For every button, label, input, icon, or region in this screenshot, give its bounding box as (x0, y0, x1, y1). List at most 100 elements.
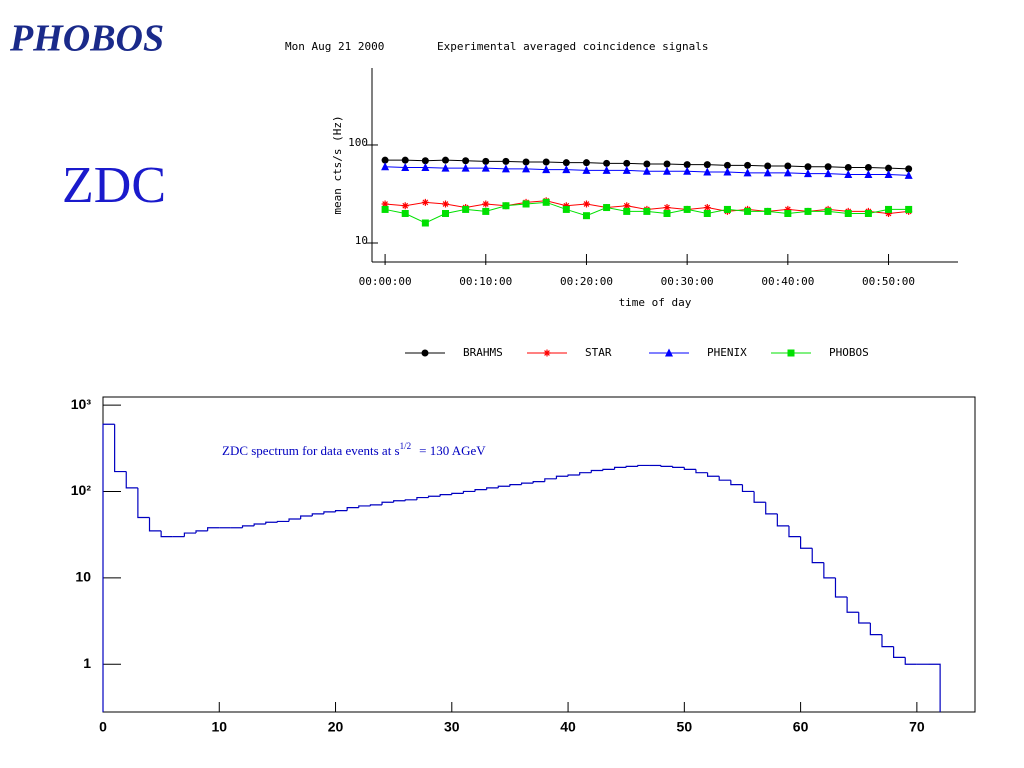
marker (905, 165, 913, 173)
marker (421, 219, 429, 227)
marker (763, 168, 772, 177)
marker (784, 209, 792, 217)
marker (582, 200, 590, 208)
histogram-bin (300, 515, 313, 519)
x-tick-label: 00:40:00 (761, 275, 814, 288)
histogram-bin (276, 520, 290, 523)
histogram-bin (358, 505, 371, 508)
marker (482, 157, 490, 165)
histogram-bin (602, 468, 615, 471)
y-axis-label: mean cts/s (Hz) (331, 115, 344, 214)
marker (824, 207, 832, 215)
marker (522, 200, 530, 208)
marker (582, 159, 590, 167)
histogram-bin (323, 511, 336, 514)
histogram-bin (928, 663, 941, 712)
marker (683, 166, 692, 175)
marker (421, 157, 429, 165)
marker (864, 209, 872, 217)
histogram-bin (427, 495, 441, 498)
marker (804, 163, 812, 171)
y-tick-label: 100 (348, 136, 368, 149)
histogram-bin (125, 471, 138, 489)
marker (723, 161, 731, 169)
marker (421, 162, 430, 171)
marker (481, 163, 490, 172)
marker (743, 168, 752, 177)
marker (663, 166, 672, 175)
heading: ZDC (62, 157, 166, 214)
histogram-bin (683, 467, 696, 471)
marker (623, 207, 631, 215)
marker (885, 209, 893, 217)
y-tick-label: 1 (83, 655, 91, 671)
marker (562, 205, 570, 213)
histogram-bin (241, 525, 255, 528)
marker (603, 159, 611, 167)
marker (703, 209, 711, 217)
histogram-bin (148, 517, 162, 532)
y-tick-label: 10² (71, 482, 92, 498)
y-tick-label: 10 (355, 234, 368, 247)
marker (885, 205, 893, 213)
annotation-text: ZDC spectrum for data events at s (222, 443, 400, 458)
histogram-bin (637, 464, 650, 467)
marker (784, 162, 792, 170)
x-tick-label: 00:20:00 (560, 275, 613, 288)
histogram-bin (625, 465, 638, 468)
histogram-bin (753, 491, 766, 503)
legend-marker (543, 349, 551, 357)
x-tick-label: 20 (328, 719, 344, 735)
histogram-bin (346, 507, 359, 511)
histogram-bin (114, 424, 127, 473)
marker (442, 156, 450, 164)
histogram-bin (544, 478, 557, 482)
marker (381, 200, 389, 208)
marker (421, 198, 429, 206)
histogram-bin (555, 475, 569, 479)
histogram-bin (706, 472, 720, 477)
histogram-bin (393, 500, 406, 503)
marker (461, 163, 470, 172)
histogram-bin (613, 466, 627, 470)
marker (562, 165, 571, 174)
marker (603, 204, 611, 212)
marker (744, 207, 752, 215)
marker (723, 205, 731, 213)
marker (723, 167, 732, 176)
marker (582, 212, 590, 220)
histogram-bin (741, 484, 755, 493)
histogram-bin (904, 657, 917, 665)
marker (462, 205, 470, 213)
marker (482, 207, 490, 215)
x-tick-label: 60 (793, 719, 809, 735)
histogram-bin (730, 480, 743, 486)
histogram-bin (497, 485, 510, 488)
marker (703, 167, 712, 176)
x-tick-label: 00:00:00 (359, 275, 412, 288)
histogram-bin (590, 469, 603, 473)
marker (683, 161, 691, 169)
marker (622, 165, 631, 174)
x-tick-label: 30 (444, 719, 460, 735)
histogram-bin (846, 597, 859, 613)
histogram-bin (381, 501, 394, 505)
legend-marker (665, 348, 673, 357)
marker (642, 166, 651, 175)
marker (683, 205, 691, 213)
x-tick-label: 00:10:00 (459, 275, 512, 288)
histogram-bin (416, 496, 429, 500)
histogram-bin (788, 525, 801, 538)
histogram-bin (881, 634, 894, 648)
marker (482, 200, 490, 208)
marker (562, 159, 570, 167)
chart-title: Experimental averaged coincidence signal… (437, 40, 709, 53)
histogram-bin (404, 499, 417, 501)
marker (623, 202, 631, 210)
marker (442, 209, 450, 217)
marker (502, 202, 510, 210)
histogram-bin (776, 513, 789, 527)
histogram-bin (486, 487, 499, 490)
marker (844, 163, 852, 171)
marker (562, 202, 570, 210)
